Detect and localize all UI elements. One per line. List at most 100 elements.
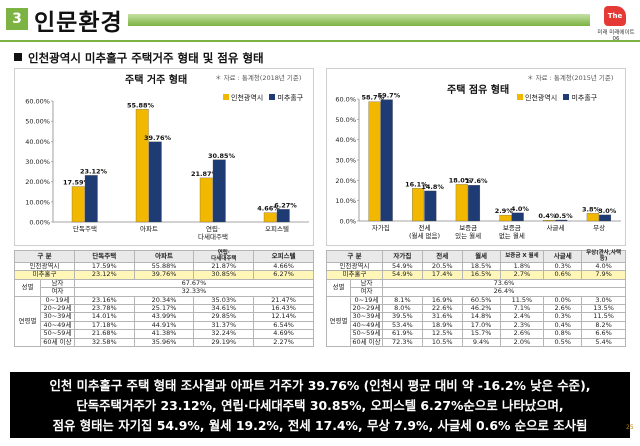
table-row: 20~29세 23.78% 25.17% 34.61% 16.43% xyxy=(15,304,314,314)
data-label: 6.27% xyxy=(274,201,297,209)
table-cell: 35.96% xyxy=(133,337,195,348)
group-label: 연령별 xyxy=(326,295,351,348)
row-label: 50~59세 xyxy=(39,329,75,339)
table-cell: 29.19% xyxy=(193,337,255,348)
table-cell: 32.33% xyxy=(73,287,315,297)
x-tick-label: 단독주택 xyxy=(73,224,97,233)
data-label: 58.7% xyxy=(361,94,384,102)
table-cell: 54.9% xyxy=(381,270,423,280)
legend-item-michuhol: 미추홀구 xyxy=(269,94,303,102)
table-cell: 2.27% xyxy=(253,337,314,348)
data-label: 39.76% xyxy=(144,134,172,142)
table-header-cell: 아파트 xyxy=(133,250,195,263)
section-heading-text: 인천광역시 미추홀구 주택거주 형태 및 점유 형태 xyxy=(28,51,264,65)
y-tick-label: 60.0% xyxy=(335,96,356,104)
table-row: 미추홀구 23.12% 39.76% 30.85% 6.27% xyxy=(14,270,314,280)
y-tick-label: 10.0% xyxy=(335,197,356,205)
table-cell: 9.4% xyxy=(461,337,501,348)
table-header-cell: 단독주택 xyxy=(73,250,135,263)
table-cell: 41.38% xyxy=(133,329,195,339)
table-cell: 32.58% xyxy=(73,337,135,348)
bar-incheon xyxy=(199,177,213,223)
bar-incheon xyxy=(455,184,468,222)
summary-line: 점유 형태는 자기집 54.9%, 월세 19.2%, 전세 17.4%, 무상… xyxy=(52,418,588,433)
table-header-cell: 보증금 X 월세 xyxy=(499,250,545,263)
bar-michuhol xyxy=(84,175,98,223)
bar-incheon xyxy=(586,213,599,222)
y-tick-label: 30.0% xyxy=(335,157,356,165)
y-tick-label: 0.00% xyxy=(29,219,50,227)
data-label: 18.0% xyxy=(449,176,472,184)
table-header-cell: 무상(관사,사택 등) xyxy=(581,250,626,263)
data-label: 4.66% xyxy=(257,205,280,213)
table-header-cell: 사글세 xyxy=(543,250,583,263)
chart-title: 주택 거주 형태 xyxy=(125,75,188,86)
y-tick-label: 40.0% xyxy=(335,136,356,144)
x-tick-label: 다세대주택 xyxy=(198,232,228,241)
data-label: 59.7% xyxy=(378,92,401,100)
data-label: 0.4% xyxy=(538,212,557,220)
bar-incheon xyxy=(135,109,149,223)
table-cell: 0.8% xyxy=(543,329,583,339)
bar-michuhol xyxy=(276,209,290,223)
bar-michuhol xyxy=(511,212,524,222)
data-label: 17.59% xyxy=(63,179,91,187)
table-cell: 6.27% xyxy=(253,270,314,280)
y-tick-label: 50.0% xyxy=(335,116,356,124)
data-label: 55.88% xyxy=(127,101,155,109)
logo-badge: The Office xyxy=(604,6,627,40)
table-cell: 61.9% xyxy=(381,329,423,339)
bar-incheon xyxy=(263,212,277,223)
table-header-cell: 자가집 xyxy=(381,250,423,263)
bar-michuhol xyxy=(148,141,162,223)
bar-michuhol xyxy=(468,185,481,222)
table-header-cell: 오피스텔 xyxy=(253,250,314,263)
table-cell: 6.6% xyxy=(581,329,626,339)
x-tick-label: 보증금 xyxy=(503,224,521,232)
table-cell: 26.4% xyxy=(381,287,627,297)
y-tick-label: 0.0% xyxy=(339,218,356,226)
logo-text: 미래 미래에이트 06 xyxy=(597,30,635,42)
bar-michuhol xyxy=(380,99,393,222)
bar-incheon xyxy=(499,214,512,222)
table-row: 20~29세 8.0% 22.6% 46.2% 7.1% 2.6% 13.5% xyxy=(327,304,626,314)
table-header-cell: 구 분 xyxy=(326,250,383,263)
x-tick-label: 자가집 xyxy=(372,223,390,232)
chart-legend: 인천광역시 미추홀구 xyxy=(223,93,307,103)
table-cell: 4.69% xyxy=(253,329,314,339)
chart-source: ＊ 자료 : 통계청(2018년 기준) xyxy=(215,74,302,82)
table-row: 여자 26.4% xyxy=(327,287,627,297)
x-tick-label: 연립· xyxy=(206,225,220,233)
table-header-cell: 월세 xyxy=(461,250,501,263)
table-cell: 2.6% xyxy=(499,329,545,339)
bar-michuhol xyxy=(212,159,226,223)
table-cell: 21.68% xyxy=(73,329,135,339)
page-header: 3 인문환경 The Office 미래 미래에이트 06 xyxy=(0,0,640,46)
table-header-cell: 구 분 xyxy=(14,250,75,263)
y-tick-label: 50.00% xyxy=(25,118,50,126)
page-number: 25 xyxy=(626,424,634,431)
x-tick-label: 전세 xyxy=(419,223,431,232)
data-label: 3.0% xyxy=(598,207,617,215)
group-label: 성별 xyxy=(14,278,41,297)
group-label: 연령별 xyxy=(14,295,41,348)
row-label: 미추홀구 xyxy=(14,270,75,280)
bar-incheon xyxy=(543,220,556,222)
legend-item-incheon: 인천광역시 xyxy=(517,94,557,102)
residence-type-chart-panel: 주택 거주 형태 ＊ 자료 : 통계청(2018년 기준) 인천광역시 미추홀구… xyxy=(14,68,314,246)
legend-label: 인천광역시 xyxy=(525,94,558,102)
table-row: 여자 32.33% xyxy=(15,287,315,297)
table-header-cell: 전세 xyxy=(421,250,463,263)
data-label: 21.87% xyxy=(191,170,219,178)
summary-box: 인천 미추홀구 주택 형태 조사결과 아파트 거주가 39.76% (인천시 평… xyxy=(10,372,630,438)
occupancy-type-chart-panel: 주택 점유 형태 ＊ 자료 : 통계청(2015년 기준) 인천광역시 미추홀구… xyxy=(326,68,626,246)
y-tick-label: 10.00% xyxy=(25,198,50,206)
table-row: 60세 이상 32.58% 35.96% 29.19% 2.27% xyxy=(15,337,314,348)
table-cell: 5.4% xyxy=(581,337,626,348)
table-row: 인천광역시 54.9% 20.5% 18.5% 1.8% 0.3% 4.0% xyxy=(326,261,626,272)
page-title: 인문환경 xyxy=(34,10,123,36)
data-label: 14.8% xyxy=(421,183,444,191)
x-tick-label: 오피스텔 xyxy=(265,224,289,233)
header-decoration-bar xyxy=(128,14,590,26)
legend-swatch xyxy=(563,94,570,100)
